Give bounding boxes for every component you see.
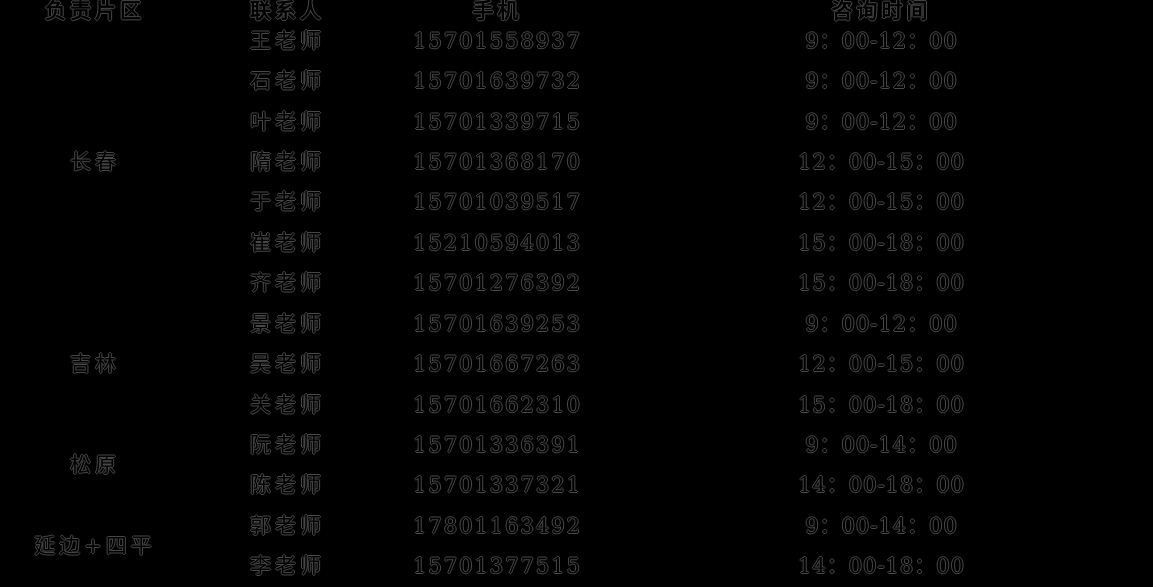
phone-cell: 15701639253 [413, 311, 582, 336]
table-row: 松原 阮老师 15701336391 9：00-14：00 [0, 425, 1153, 475]
table-row: 李老师 15701377515 14：00-18：00 [0, 546, 1153, 587]
phone-cell: 15701667263 [413, 352, 582, 377]
region-cell: 延边+四平 [34, 534, 156, 559]
time-cell: 9：00-12：00 [805, 28, 958, 53]
contact-cell: 崔老师 [250, 230, 325, 255]
table-row: 隋老师 15701368170 12：00-15：00 [0, 142, 1153, 182]
contact-cell: 叶老师 [250, 109, 325, 134]
time-cell: 12：00-15：00 [798, 149, 965, 174]
time-cell: 14：00-18：00 [798, 554, 965, 579]
table-row: 齐老师 15701276392 15：00-18：00 [0, 264, 1153, 304]
time-cell: 9：00-12：00 [805, 109, 958, 134]
table-row: 关老师 15701662310 15：00-18：00 [0, 385, 1153, 425]
region-cell: 吉林 [70, 352, 120, 377]
time-cell: 9：00-12：00 [805, 69, 958, 94]
contact-cell: 郭老师 [250, 513, 325, 538]
phone-cell: 15701377515 [413, 554, 582, 579]
table-row: 陈老师 15701337321 14：00-18：00 [0, 466, 1153, 506]
header-row: 负责片区 联系人 手机 咨询时间 [0, 0, 1153, 21]
header-region: 负责片区 [45, 0, 145, 23]
table-row: 吉林 景老师 15701639253 9：00-12：00 [0, 304, 1153, 375]
table-row: 长春 王老师 15701558937 9：00-12：00 [0, 21, 1153, 172]
phone-cell: 15701368170 [413, 149, 582, 174]
phone-cell: 15701337321 [413, 473, 582, 498]
time-cell: 12：00-15：00 [798, 190, 965, 215]
time-cell: 9：00-14：00 [805, 432, 958, 457]
time-cell: 15：00-18：00 [798, 392, 965, 417]
table-row: 叶老师 15701339715 9：00-12：00 [0, 102, 1153, 142]
phone-cell: 15701039517 [413, 190, 582, 215]
contact-cell: 于老师 [250, 190, 325, 215]
contact-cell: 齐老师 [250, 271, 325, 296]
time-cell: 15：00-18：00 [798, 230, 965, 255]
region-cell: 长春 [70, 149, 120, 174]
time-cell: 9：00-12：00 [805, 311, 958, 336]
contact-cell: 关老师 [250, 392, 325, 417]
header-contact: 联系人 [250, 0, 325, 23]
table-row: 石老师 15701639732 9：00-12：00 [0, 61, 1153, 101]
phone-cell: 15701662310 [413, 392, 582, 417]
contact-cell: 陈老师 [250, 473, 325, 498]
contact-cell: 隋老师 [250, 149, 325, 174]
time-cell: 15：00-18：00 [798, 271, 965, 296]
phone-cell: 17801163492 [413, 513, 582, 538]
table-row: 延边+四平 郭老师 17801163492 9：00-14：00 [0, 506, 1153, 556]
phone-cell: 15210594013 [413, 230, 582, 255]
table-row: 吴老师 15701667263 12：00-15：00 [0, 344, 1153, 384]
time-cell: 9：00-14：00 [805, 513, 958, 538]
time-cell: 14：00-18：00 [798, 473, 965, 498]
contact-cell: 王老师 [250, 28, 325, 53]
contact-cell: 李老师 [250, 554, 325, 579]
header-phone: 手机 [472, 0, 523, 23]
contact-cell: 石老师 [250, 69, 325, 94]
phone-cell: 15701639732 [413, 69, 582, 94]
time-cell: 12：00-15：00 [798, 352, 965, 377]
region-cell: 松原 [70, 453, 120, 478]
contact-cell: 景老师 [250, 311, 325, 336]
phone-cell: 15701339715 [413, 109, 582, 134]
header-time: 咨询时间 [831, 0, 932, 23]
phone-cell: 15701336391 [413, 432, 582, 457]
phone-cell: 15701276392 [413, 271, 582, 296]
contact-cell: 阮老师 [250, 432, 325, 457]
phone-cell: 15701558937 [413, 28, 582, 53]
table-row: 崔老师 15210594013 15：00-18：00 [0, 223, 1153, 263]
table-row: 于老师 15701039517 12：00-15：00 [0, 183, 1153, 223]
contact-cell: 吴老师 [250, 352, 325, 377]
